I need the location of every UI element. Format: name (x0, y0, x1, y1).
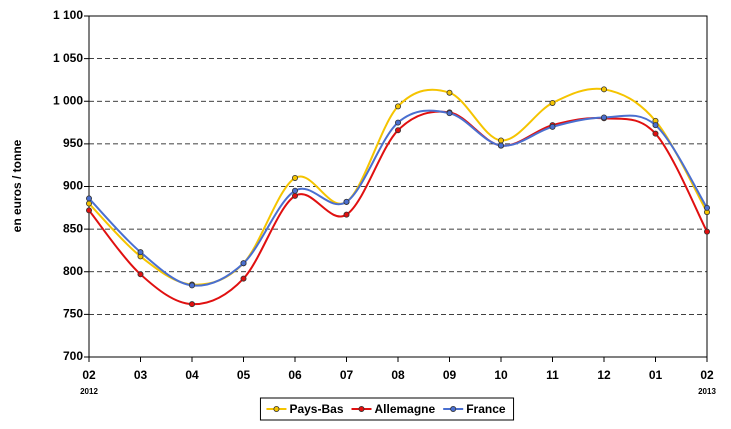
x-tick-label: 12 (597, 368, 611, 382)
series-line (88, 110, 708, 306)
point (601, 86, 608, 93)
y-tick-label: 750 (63, 307, 83, 321)
point (291, 192, 298, 199)
x-tick-label: 02 (700, 368, 714, 382)
x-tick-label: 09 (443, 368, 457, 382)
point (394, 103, 401, 110)
point (446, 110, 453, 117)
series-line (88, 109, 708, 287)
x-tick-label: 02 (82, 368, 96, 382)
y-tick-label: 950 (63, 136, 83, 150)
point (240, 275, 247, 282)
point (343, 211, 350, 218)
x-tick-label: 04 (185, 368, 199, 382)
legend-marker (358, 405, 365, 412)
y-tick-label: 900 (63, 179, 83, 193)
y-tick-label: 1 100 (53, 8, 83, 22)
y-axis-label: en euros / tonne (10, 139, 24, 232)
point (652, 130, 659, 137)
point (704, 204, 711, 211)
point (704, 228, 711, 235)
legend-marker (450, 405, 457, 412)
x-tick-label: 08 (391, 368, 405, 382)
point (601, 114, 608, 121)
point (394, 127, 401, 134)
y-tick-label: 800 (63, 264, 83, 278)
point (188, 282, 195, 289)
legend-marker (273, 405, 280, 412)
point (446, 89, 453, 96)
point (137, 249, 144, 256)
point (394, 119, 401, 126)
x-tick-label: 10 (494, 368, 508, 382)
y-tick-label: 850 (63, 221, 83, 235)
y-tick-label: 1 000 (53, 93, 83, 107)
point (240, 260, 247, 267)
x-tick-label: 11 (546, 368, 559, 382)
x-year-label: 2013 (698, 387, 716, 396)
y-tick-label: 1 050 (53, 51, 83, 65)
point (343, 198, 350, 205)
point (497, 137, 504, 144)
y-tick-label: 700 (63, 349, 83, 363)
x-tick-label: 07 (340, 368, 354, 382)
point (291, 187, 298, 194)
legend-label: Pays-Bas (289, 402, 343, 416)
point (549, 123, 556, 130)
point (86, 195, 93, 202)
x-tick-label: 05 (237, 368, 251, 382)
point (652, 122, 659, 129)
x-year-label: 2012 (80, 387, 98, 396)
legend-label: France (466, 402, 506, 416)
point (497, 142, 504, 149)
x-tick-label: 01 (649, 368, 663, 382)
point (86, 207, 93, 214)
legend-box (259, 397, 515, 421)
x-tick-label: 06 (288, 368, 302, 382)
point (137, 271, 144, 278)
point (291, 174, 298, 181)
legend: Pays-Bas Allemagne France (259, 397, 515, 421)
legend-label: Allemagne (375, 402, 436, 416)
x-tick-label: 03 (134, 368, 148, 382)
point (188, 301, 195, 308)
point (549, 99, 556, 106)
